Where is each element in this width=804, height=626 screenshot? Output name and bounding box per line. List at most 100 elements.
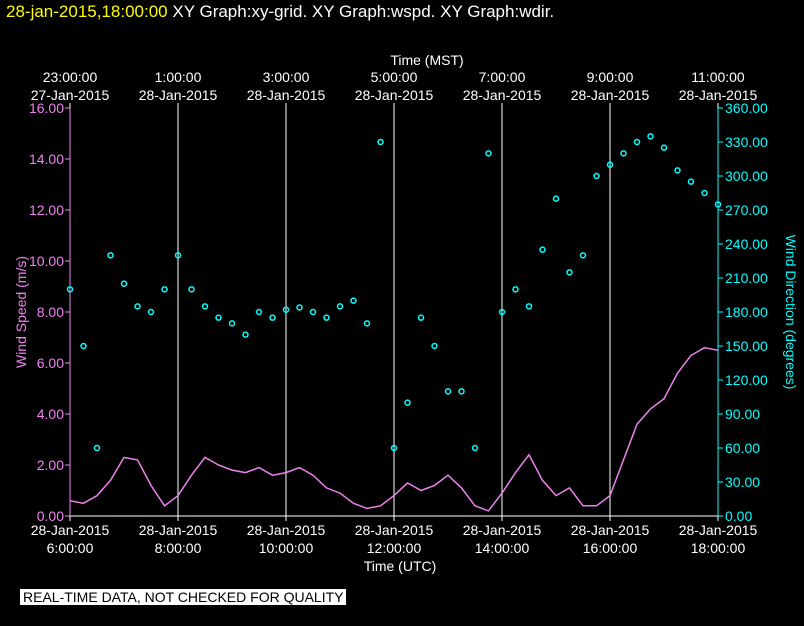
right-tick-label: 270.00 — [725, 202, 768, 218]
wind-speed-line — [69, 346, 719, 512]
wind-direction-point — [566, 269, 573, 276]
bottom-tick-time: 14:00:00 — [475, 540, 530, 556]
bottom-axis-title: Time (UTC) — [364, 558, 437, 574]
wind-direction-point — [93, 444, 101, 452]
right-tick-label: 0.00 — [725, 508, 752, 524]
wind-direction-point — [525, 303, 533, 310]
wind-direction-point — [296, 304, 303, 311]
bottom-tick-date: 28-Jan-2015 — [247, 522, 326, 538]
top-tick-time: 3:00:00 — [263, 69, 310, 85]
top-tick-time: 9:00:00 — [587, 69, 634, 85]
bottom-tick-date: 28-Jan-2015 — [679, 522, 758, 538]
header-graph-xy-grid: XY Graph:xy-grid. — [172, 2, 308, 21]
wind-direction-point — [147, 308, 155, 316]
left-tick-label: 16.00 — [29, 100, 64, 116]
top-tick-date: 27-Jan-2015 — [31, 87, 110, 103]
top-tick-time: 5:00:00 — [371, 69, 418, 85]
header-graph-wspd: XY Graph:wspd. — [311, 2, 436, 21]
top-tick-date: 28-Jan-2015 — [247, 87, 326, 103]
wind-direction-point — [633, 138, 641, 146]
left-tick-label: 8.00 — [37, 304, 64, 320]
top-tick-date: 28-Jan-2015 — [571, 87, 650, 103]
wind-direction-point — [390, 444, 398, 452]
right-tick-label: 120.00 — [725, 372, 768, 388]
bottom-tick-date: 28-Jan-2015 — [571, 522, 650, 538]
wind-direction-point — [323, 314, 330, 321]
wind-direction-point — [377, 138, 384, 146]
left-tick-label: 12.00 — [29, 202, 64, 218]
right-tick-label: 240.00 — [725, 236, 768, 252]
wind-direction-point — [269, 314, 276, 321]
right-tick-label: 300.00 — [725, 168, 768, 184]
wind-direction-point — [188, 286, 195, 293]
quality-disclaimer: REAL-TIME DATA, NOT CHECKED FOR QUALITY — [20, 589, 347, 605]
wind-direction-point — [687, 178, 695, 185]
wind-direction-point — [620, 150, 627, 157]
wind-direction-point — [512, 286, 519, 293]
left-axis-label: Wind Speed (m/s) — [13, 256, 29, 368]
wind-direction-point — [593, 172, 600, 180]
wind-direction-point — [350, 297, 357, 304]
bottom-tick-date: 28-Jan-2015 — [31, 522, 110, 538]
left-tick-label: 4.00 — [37, 406, 64, 422]
top-tick-time: 11:00:00 — [691, 69, 745, 85]
wind-direction-point — [174, 252, 182, 259]
wind-direction-point — [458, 388, 465, 395]
wind-direction-point — [161, 286, 168, 293]
left-tick-label: 6.00 — [37, 355, 64, 371]
top-tick-time: 1:00:00 — [155, 69, 202, 85]
bottom-tick-date: 28-Jan-2015 — [463, 522, 542, 538]
left-tick-label: 10.00 — [29, 253, 64, 269]
bottom-tick-time: 12:00:00 — [367, 540, 422, 556]
wind-direction-point — [485, 150, 492, 157]
wind-direction-point — [134, 303, 141, 310]
top-tick-date: 28-Jan-2015 — [355, 87, 434, 103]
wind-direction-point — [404, 399, 411, 406]
wind-direction-point — [498, 308, 506, 316]
right-axis-label: Wind Direction (degrees) — [783, 235, 799, 390]
bottom-tick-time: 16:00:00 — [583, 540, 638, 556]
wind-direction-point — [471, 444, 479, 452]
bottom-tick-time: 6:00:00 — [47, 540, 94, 556]
wind-direction-point — [66, 286, 74, 293]
bottom-tick-date: 28-Jan-2015 — [355, 522, 434, 538]
right-tick-label: 360.00 — [725, 100, 768, 116]
header-graph-wdir: XY Graph:wdir. — [440, 2, 555, 21]
top-tick-date: 28-Jan-2015 — [139, 87, 218, 103]
wind-direction-point — [674, 167, 681, 174]
wind-direction-point — [714, 201, 722, 208]
top-axis-title: Time (MST) — [390, 52, 463, 68]
bottom-tick-time: 10:00:00 — [259, 540, 314, 556]
wind-direction-point — [431, 342, 438, 350]
left-tick-label: 2.00 — [37, 457, 64, 473]
wind-direction-point — [647, 133, 654, 140]
wind-direction-point — [552, 195, 560, 202]
right-tick-label: 210.00 — [725, 270, 768, 286]
wind-direction-point — [701, 189, 708, 197]
bottom-tick-date: 28-Jan-2015 — [139, 522, 218, 538]
right-tick-label: 90.00 — [725, 406, 760, 422]
header-timestamp: 28-jan-2015,18:00:00 — [6, 2, 168, 21]
wind-direction-point — [579, 252, 587, 259]
wind-direction-point — [215, 314, 222, 321]
wind-direction-point — [120, 280, 128, 287]
wind-direction-point — [606, 161, 614, 168]
right-tick-label: 30.00 — [725, 474, 760, 490]
right-tick-label: 330.00 — [725, 134, 768, 150]
wind-direction-point — [80, 342, 87, 350]
wind-direction-point — [363, 320, 371, 327]
wind-direction-point — [282, 306, 290, 313]
right-tick-label: 60.00 — [725, 440, 760, 456]
left-tick-label: 0.00 — [37, 508, 64, 524]
wind-direction-point — [242, 331, 249, 338]
wind-direction-point — [255, 308, 263, 316]
wind-direction-point — [417, 314, 425, 321]
chart-header: 28-jan-2015,18:00:00 XY Graph:xy-grid. X… — [6, 2, 554, 22]
top-tick-date: 28-Jan-2015 — [463, 87, 542, 103]
wind-direction-point — [107, 252, 114, 259]
wind-direction-point — [444, 388, 452, 395]
wind-direction-point — [201, 303, 209, 310]
top-tick-time: 23:00:00 — [43, 69, 98, 85]
left-tick-label: 14.00 — [29, 151, 64, 167]
